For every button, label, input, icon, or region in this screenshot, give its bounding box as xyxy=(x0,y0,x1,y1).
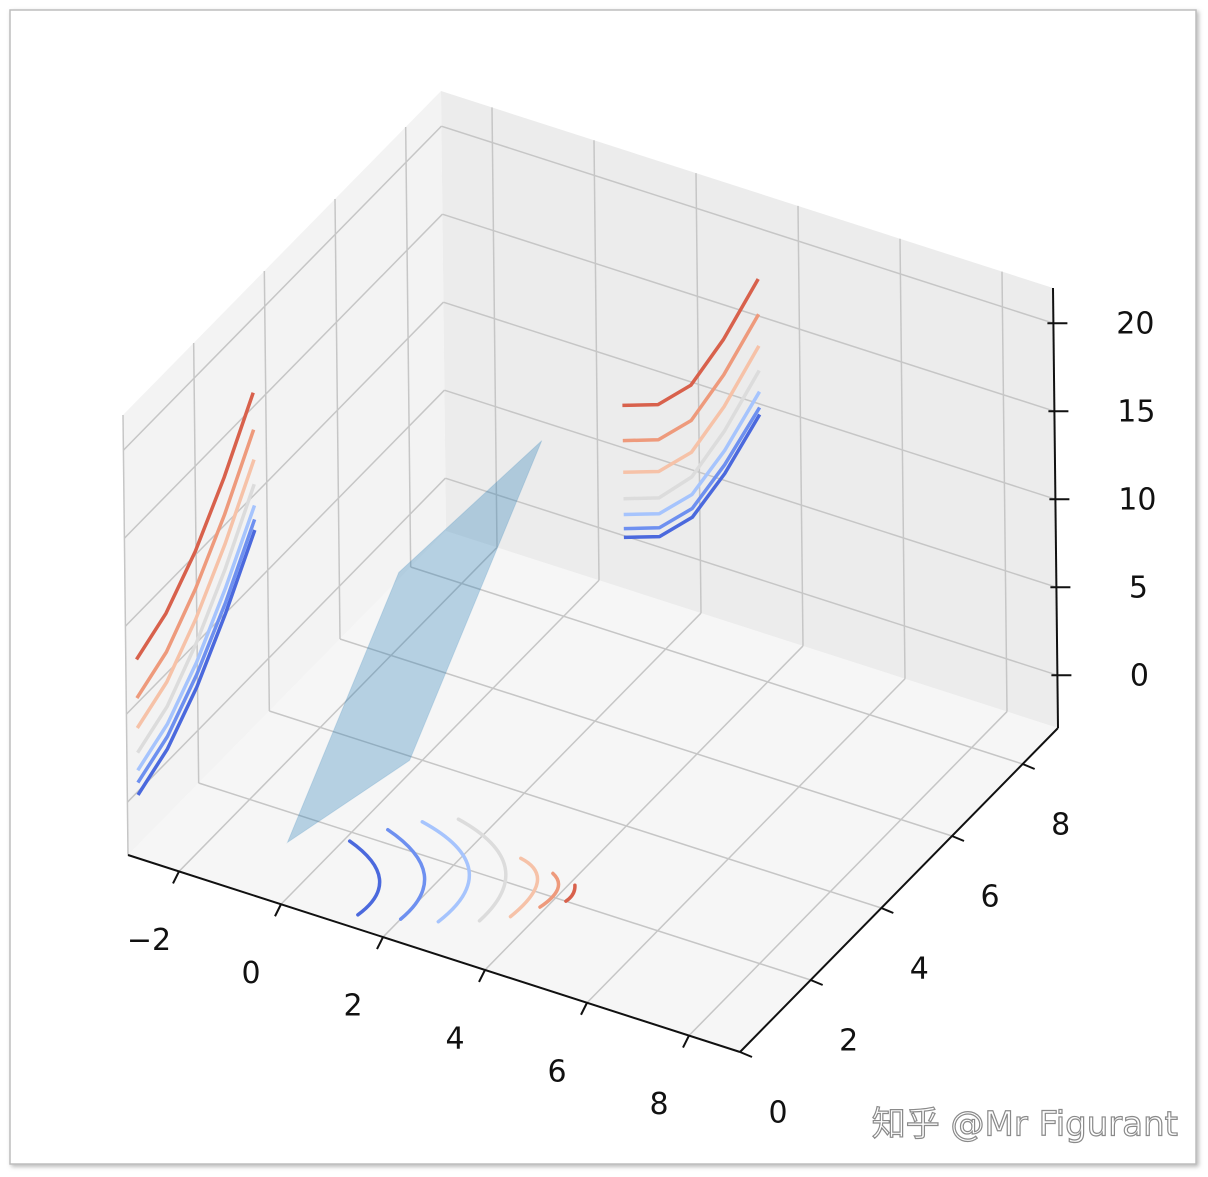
x-tick xyxy=(682,1035,690,1049)
grid-line xyxy=(124,301,444,627)
y-tick xyxy=(810,979,824,986)
plot: −2 0 2 4 6 8 0 2 4 6 8 0 5 10 15 20 xyxy=(122,91,1156,1131)
back-contour xyxy=(622,278,760,408)
grid-line xyxy=(334,198,341,640)
z-tick-label: 0 xyxy=(1130,659,1149,694)
grid-line xyxy=(442,213,1055,412)
grid-line xyxy=(178,546,498,872)
back-contour xyxy=(623,390,762,517)
floor-contour xyxy=(538,871,561,909)
grid-line xyxy=(688,711,1008,1037)
x-tick-label: 8 xyxy=(649,1087,668,1122)
grid-line xyxy=(443,301,1056,500)
x-tick-label: 6 xyxy=(547,1054,566,1089)
floor-pane xyxy=(128,531,1058,1052)
y-tick xyxy=(1022,763,1036,770)
back-contour xyxy=(623,406,762,531)
floor-contour xyxy=(564,883,577,903)
watermark: 知乎 @Mr Figurant xyxy=(872,1105,1178,1145)
y-tick-label: 6 xyxy=(980,880,999,915)
left-contour xyxy=(136,518,257,784)
grid-line xyxy=(484,645,804,971)
back-contour xyxy=(623,369,761,501)
grid-line xyxy=(586,678,906,1004)
grid-line xyxy=(899,238,906,679)
x-tick xyxy=(478,969,486,983)
y-tick xyxy=(880,907,894,914)
y-tick xyxy=(739,1051,753,1058)
grid-line xyxy=(404,126,412,568)
x-tick-label: 0 xyxy=(241,956,260,991)
z-tick-label: 10 xyxy=(1118,483,1156,518)
x-tick-label: 2 xyxy=(343,989,362,1024)
z-tick-label: 15 xyxy=(1117,395,1155,430)
left-contour xyxy=(135,429,256,700)
grid-line xyxy=(1001,271,1008,712)
grid-line xyxy=(192,342,200,784)
y-axis xyxy=(739,727,1059,1053)
x-tick xyxy=(172,870,180,884)
left-contour xyxy=(136,483,256,754)
grid-line xyxy=(280,579,600,905)
grid-line xyxy=(445,477,1058,676)
back-contour xyxy=(623,413,762,540)
left-contour xyxy=(135,459,256,729)
grid-line xyxy=(269,710,882,909)
grid-line xyxy=(122,414,129,856)
grid-line xyxy=(122,125,442,451)
grid-line xyxy=(491,107,498,548)
left-pane xyxy=(123,91,446,855)
grid-line xyxy=(593,140,600,581)
back-contour xyxy=(622,313,761,443)
left-contour xyxy=(135,392,255,661)
floor-contour xyxy=(456,817,508,923)
floor-contour xyxy=(386,827,427,921)
floor-contour xyxy=(347,839,382,917)
x-tick xyxy=(580,1002,588,1016)
y-tick-label: 0 xyxy=(768,1096,787,1131)
z-tick-label: 5 xyxy=(1129,571,1148,606)
grid-line xyxy=(126,477,446,803)
surface xyxy=(286,440,543,844)
grid-line xyxy=(797,205,804,646)
x-tick xyxy=(376,936,384,950)
z-tick-label: 20 xyxy=(1116,307,1154,342)
y-tick xyxy=(951,835,965,842)
x-tick-label: 4 xyxy=(445,1021,464,1056)
floor-contour xyxy=(508,856,540,919)
y-tick-label: 4 xyxy=(910,952,929,987)
floor-contour xyxy=(420,820,472,924)
grid-line xyxy=(123,213,443,539)
grid-line xyxy=(382,612,702,938)
grid-line xyxy=(263,270,271,712)
grid-line xyxy=(695,173,702,614)
grid-line xyxy=(410,566,1023,765)
left-contour xyxy=(136,529,257,796)
grid-line xyxy=(444,389,1057,588)
left-contour xyxy=(136,504,257,772)
grid-line xyxy=(125,389,445,715)
x-tick-label: −2 xyxy=(127,923,171,958)
y-tick-label: 8 xyxy=(1051,808,1070,843)
z-axis xyxy=(1052,287,1059,729)
x-tick xyxy=(274,903,282,917)
x-axis xyxy=(127,854,741,1053)
y-tick-label: 2 xyxy=(839,1024,858,1059)
grid-line xyxy=(441,125,1054,324)
grid-line xyxy=(339,638,953,837)
back-contour xyxy=(623,345,761,475)
